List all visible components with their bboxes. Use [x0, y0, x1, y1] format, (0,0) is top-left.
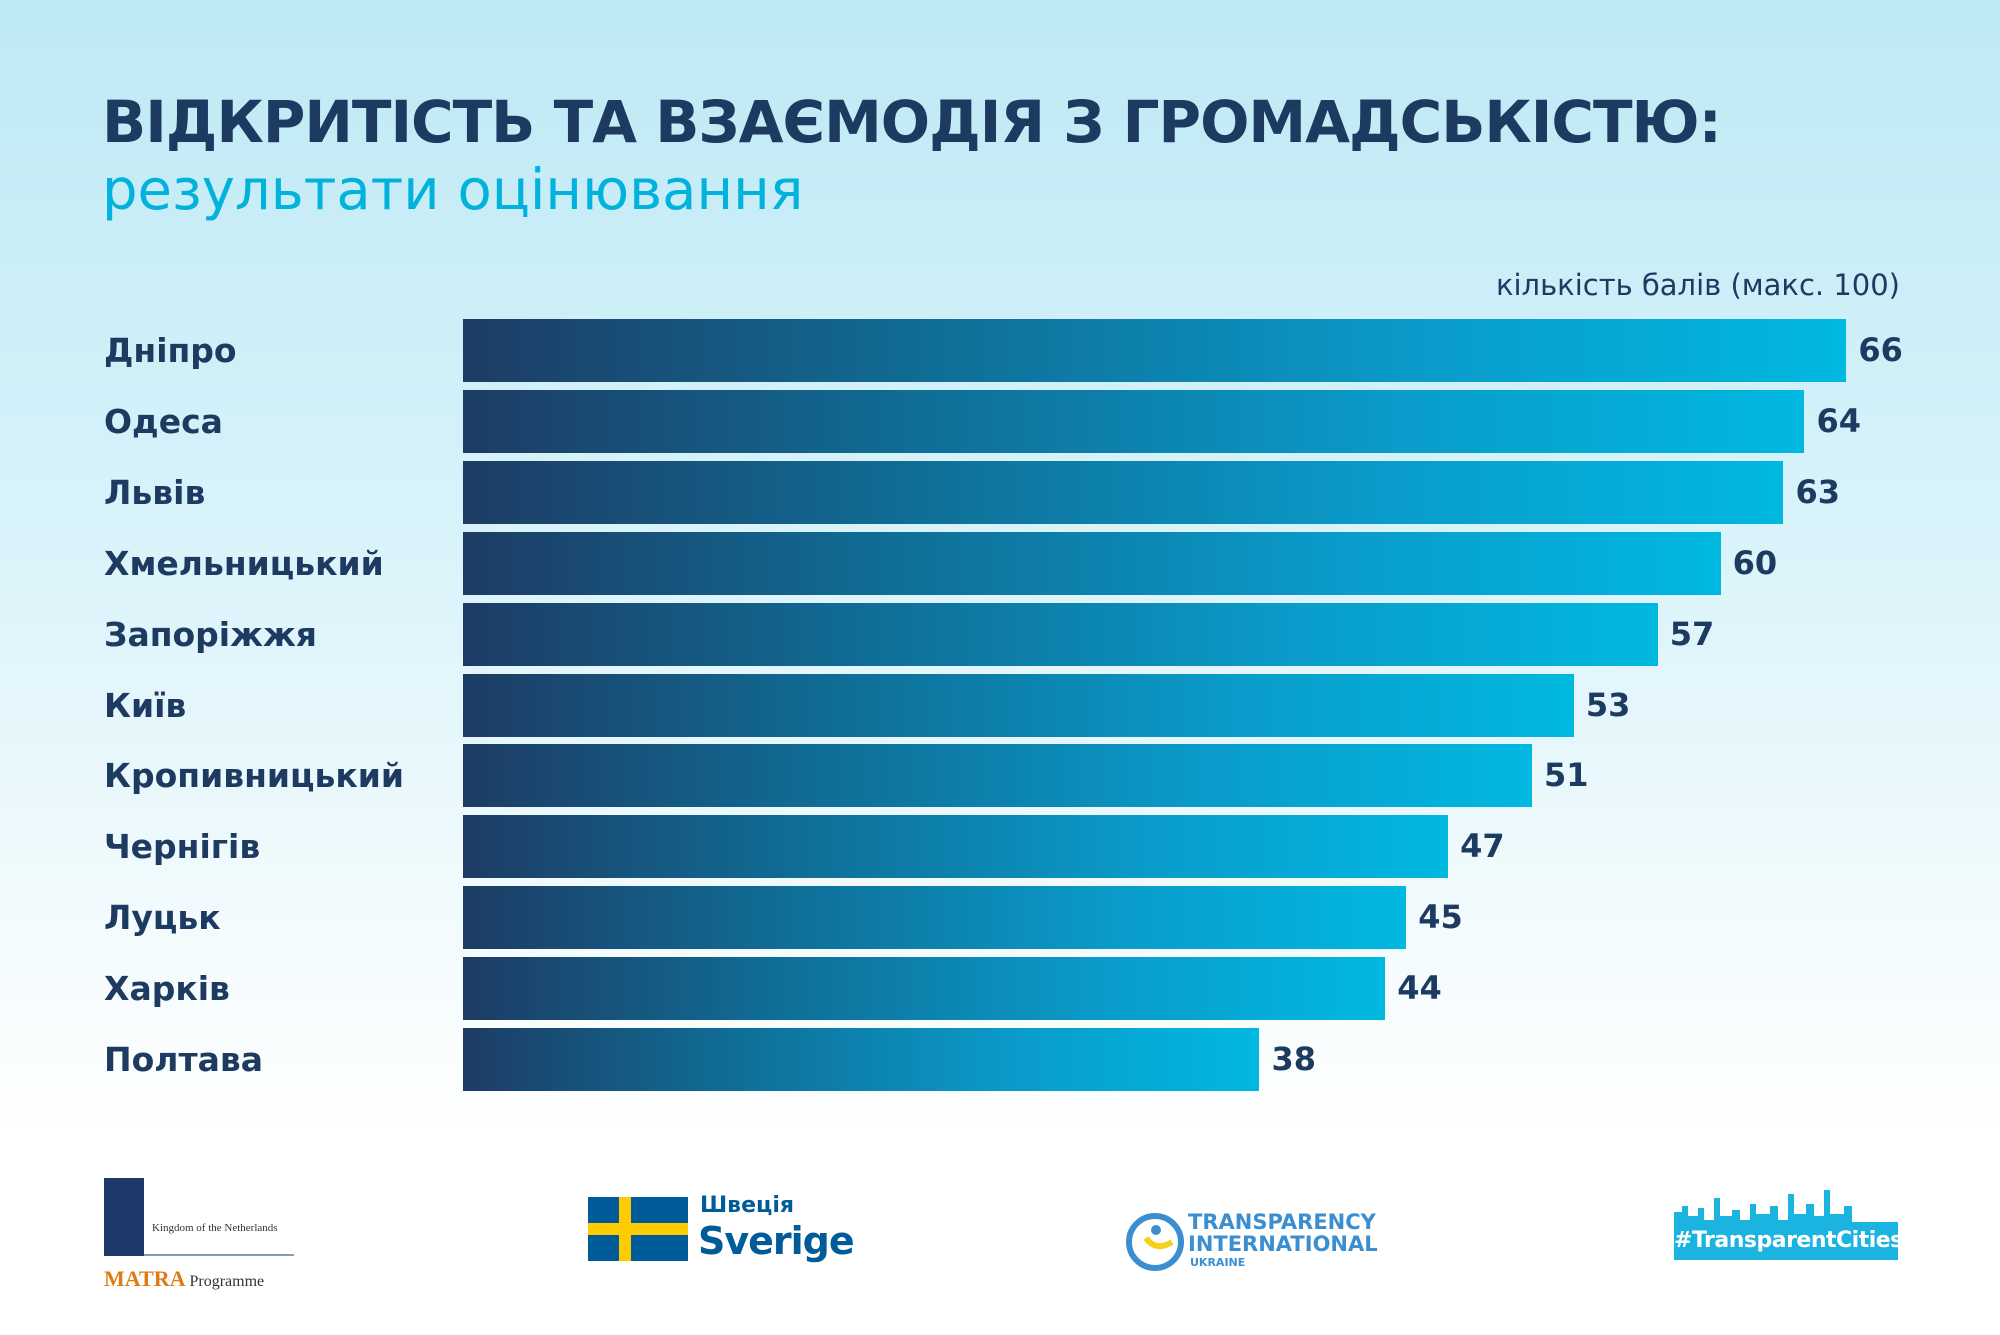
transparent-cities-tag: #TransparentCities: [1674, 1222, 1903, 1260]
chart-title: ВІДКРИТІСТЬ ТА ВЗАЄМОДІЯ З ГРОМАДСЬКІСТЮ…: [102, 88, 1722, 156]
category-label: Кропивницький: [104, 756, 404, 796]
data-label: 57: [1669, 614, 1715, 653]
bar-6: [463, 744, 1532, 808]
data-label: 44: [1397, 969, 1442, 1008]
category-label: Полтава: [104, 1040, 264, 1079]
transparent-cities-logo: #TransparentCities: [1674, 1190, 1903, 1262]
data-label: 66: [1858, 331, 1903, 369]
category-label: Запоріжжя: [104, 614, 317, 654]
ti-emblem-icon: [1126, 1213, 1184, 1271]
sweden-text: Sverige: [698, 1219, 855, 1263]
ti-text-1: TRANSPARENCY: [1188, 1210, 1376, 1234]
bar-8: [463, 886, 1407, 950]
bar-10: [463, 1028, 1260, 1091]
chart-subtitle: результати оцінювання: [102, 158, 804, 223]
programme-text: Programme: [189, 1273, 265, 1290]
category-label: Харків: [104, 969, 230, 1009]
swedish-flag-icon: [588, 1197, 688, 1261]
city-skyline-icon: [1674, 1190, 1852, 1226]
axis-label: кількість балів (макс. 100): [1495, 268, 1900, 302]
data-label: 45: [1418, 898, 1463, 937]
bar-7: [463, 815, 1449, 879]
ti-text-3: UKRAINE: [1190, 1256, 1246, 1269]
bar-9: [463, 957, 1386, 1021]
transparency-international-logo: TRANSPARENCY INTERNATIONAL UKRAINE: [1126, 1208, 1386, 1278]
category-label: Одеса: [104, 401, 223, 441]
bar-3: [463, 531, 1721, 595]
category-label: Чернігів: [104, 827, 261, 867]
category-label: Хмельницький: [104, 543, 384, 583]
bar-1: [463, 389, 1805, 453]
data-label: 51: [1543, 756, 1589, 795]
category-label: Київ: [104, 685, 187, 725]
bar-0: [463, 319, 1847, 382]
sweden-ua-text: Швеція: [700, 1193, 794, 1218]
bar-4: [463, 602, 1658, 666]
data-label: 60: [1732, 543, 1778, 582]
data-label: 53: [1585, 685, 1631, 724]
ti-text-2: INTERNATIONAL: [1188, 1232, 1378, 1256]
bar-5: [463, 673, 1574, 737]
matra-text: MATRA: [104, 1266, 186, 1291]
category-label: Львів: [104, 472, 206, 512]
data-label: 63: [1795, 472, 1840, 511]
category-label: Дніпро: [104, 331, 237, 370]
data-label: 38: [1271, 1040, 1316, 1078]
bar-2: [463, 460, 1784, 524]
data-label: 47: [1460, 827, 1505, 866]
netherlands-matra-logo: Kingdom of the Netherlands MATRA Program…: [104, 1178, 294, 1293]
netherlands-text: Kingdom of the Netherlands: [152, 1222, 278, 1234]
sweden-logo: Швеція Sverige: [588, 1193, 855, 1275]
data-label: 64: [1816, 401, 1861, 440]
netherlands-emblem-icon: [104, 1178, 144, 1256]
category-label: Луцьк: [104, 898, 221, 938]
